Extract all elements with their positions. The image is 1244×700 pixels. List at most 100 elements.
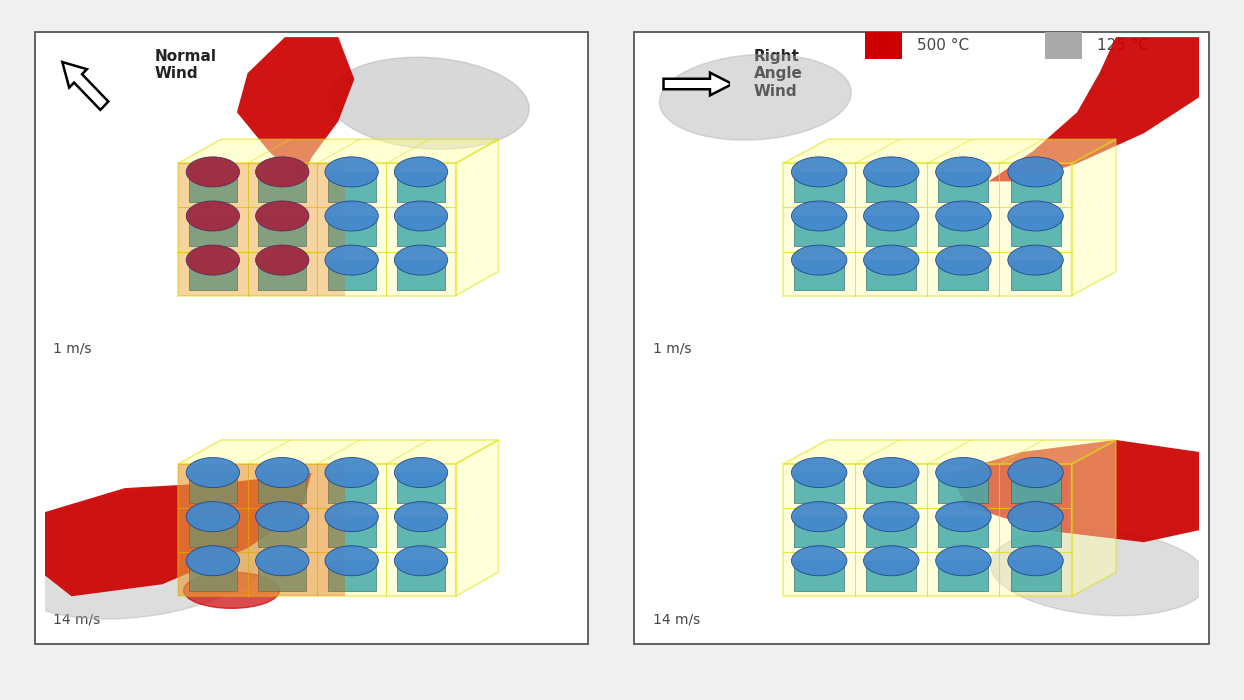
Circle shape [1008,201,1064,231]
Circle shape [325,458,378,488]
Circle shape [187,245,240,275]
Bar [178,163,345,295]
Circle shape [325,546,378,576]
Circle shape [863,502,919,532]
Bar [938,561,989,591]
Bar [327,517,376,547]
Bar [938,517,989,547]
Bar [938,216,989,246]
Bar [397,561,445,591]
Circle shape [394,502,448,532]
Circle shape [791,458,847,488]
Circle shape [791,201,847,231]
Bar [938,172,989,202]
Bar [259,561,306,591]
Bar [1010,561,1060,591]
Bar [178,464,345,596]
Bar [259,517,306,547]
Polygon shape [1071,440,1116,596]
Circle shape [255,245,309,275]
Circle shape [187,201,240,231]
Bar [397,473,445,503]
Polygon shape [19,473,311,596]
Circle shape [394,201,448,231]
Bar [794,517,845,547]
Circle shape [187,157,240,187]
Ellipse shape [990,528,1208,616]
Bar [397,517,445,547]
Circle shape [394,157,448,187]
Polygon shape [989,37,1199,181]
Bar [189,473,236,503]
Text: Right
Angle
Wind: Right Angle Wind [754,49,802,99]
Text: 14 m/s: 14 m/s [653,612,700,626]
Circle shape [935,245,991,275]
Polygon shape [178,440,499,464]
Text: 14 m/s: 14 m/s [53,612,101,626]
Bar [1010,517,1060,547]
Bar [189,216,236,246]
Circle shape [325,157,378,187]
Bar [1045,32,1082,59]
Bar [634,32,1209,644]
Bar [1010,172,1060,202]
Bar [866,172,917,202]
Circle shape [863,157,919,187]
Circle shape [394,458,448,488]
Bar [1010,216,1060,246]
Circle shape [187,502,240,532]
Circle shape [1008,245,1064,275]
Circle shape [935,546,991,576]
Bar [327,473,376,503]
Circle shape [255,546,309,576]
Bar [794,473,845,503]
Circle shape [187,157,240,187]
Polygon shape [236,37,355,181]
Circle shape [863,546,919,576]
Bar [866,561,917,591]
Bar [189,517,236,547]
Circle shape [325,201,378,231]
Text: 1 m/s: 1 m/s [53,342,92,356]
Polygon shape [949,440,1227,542]
Bar [397,172,445,202]
Bar [178,464,455,596]
Bar [189,561,236,591]
Bar [259,473,306,503]
Circle shape [255,157,309,187]
Circle shape [255,502,309,532]
Bar [866,260,917,290]
Circle shape [187,245,240,275]
Polygon shape [178,139,499,163]
Bar [866,216,917,246]
Bar [1010,473,1060,503]
Bar [794,561,845,591]
Text: 500 °C: 500 °C [917,38,969,53]
Ellipse shape [659,55,851,140]
Circle shape [935,458,991,488]
Circle shape [863,245,919,275]
Bar [397,260,445,290]
Polygon shape [784,440,1116,464]
Polygon shape [455,139,499,295]
Circle shape [255,157,309,187]
Circle shape [255,201,309,231]
Circle shape [187,201,240,231]
Bar [938,260,989,290]
FancyArrow shape [663,73,733,95]
Bar [1010,260,1060,290]
Circle shape [935,157,991,187]
Circle shape [394,546,448,576]
Circle shape [863,458,919,488]
Circle shape [863,201,919,231]
Bar [784,163,1071,295]
Bar [794,216,845,246]
Circle shape [1008,157,1064,187]
Ellipse shape [184,573,280,608]
Bar [189,260,236,290]
Bar [938,473,989,503]
Circle shape [255,458,309,488]
Text: 1 m/s: 1 m/s [653,342,692,356]
Circle shape [325,502,378,532]
Bar [178,163,455,295]
